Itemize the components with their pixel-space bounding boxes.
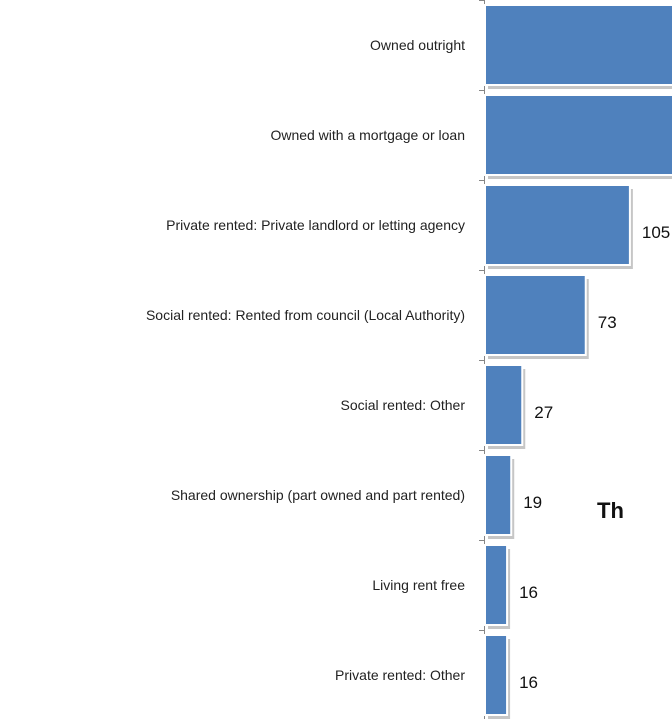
bar	[484, 274, 587, 356]
category-label: Living rent free	[372, 577, 465, 593]
bar	[484, 4, 672, 86]
category-label: Private rented: Private landlord or lett…	[166, 217, 465, 233]
category-label: Social rented: Other	[340, 397, 465, 413]
category-label: Owned outright	[370, 37, 465, 53]
category-label: Social rented: Rented from council (Loca…	[146, 307, 465, 323]
chart-axis-layer	[479, 0, 485, 719]
data-label: 19	[523, 493, 542, 512]
bar	[484, 364, 524, 446]
bar	[484, 454, 513, 536]
category-label: Private rented: Other	[335, 667, 465, 683]
chart-partial-title-text: Th	[597, 498, 624, 523]
data-label: 16	[519, 673, 538, 692]
data-label: 16	[519, 583, 538, 602]
category-label: Shared ownership (part owned and part re…	[171, 487, 465, 503]
bar	[484, 634, 509, 716]
bar	[484, 544, 509, 626]
data-label: 105	[642, 223, 670, 242]
bar	[484, 184, 631, 266]
data-label: 27	[534, 403, 553, 422]
category-label: Owned with a mortgage or loan	[270, 127, 465, 143]
data-label: 73	[598, 313, 617, 332]
chart-bars-layer	[484, 4, 672, 719]
chart-labels-layer: Owned outright Owned with a mortgage or l…	[146, 37, 670, 692]
bar	[484, 94, 672, 176]
